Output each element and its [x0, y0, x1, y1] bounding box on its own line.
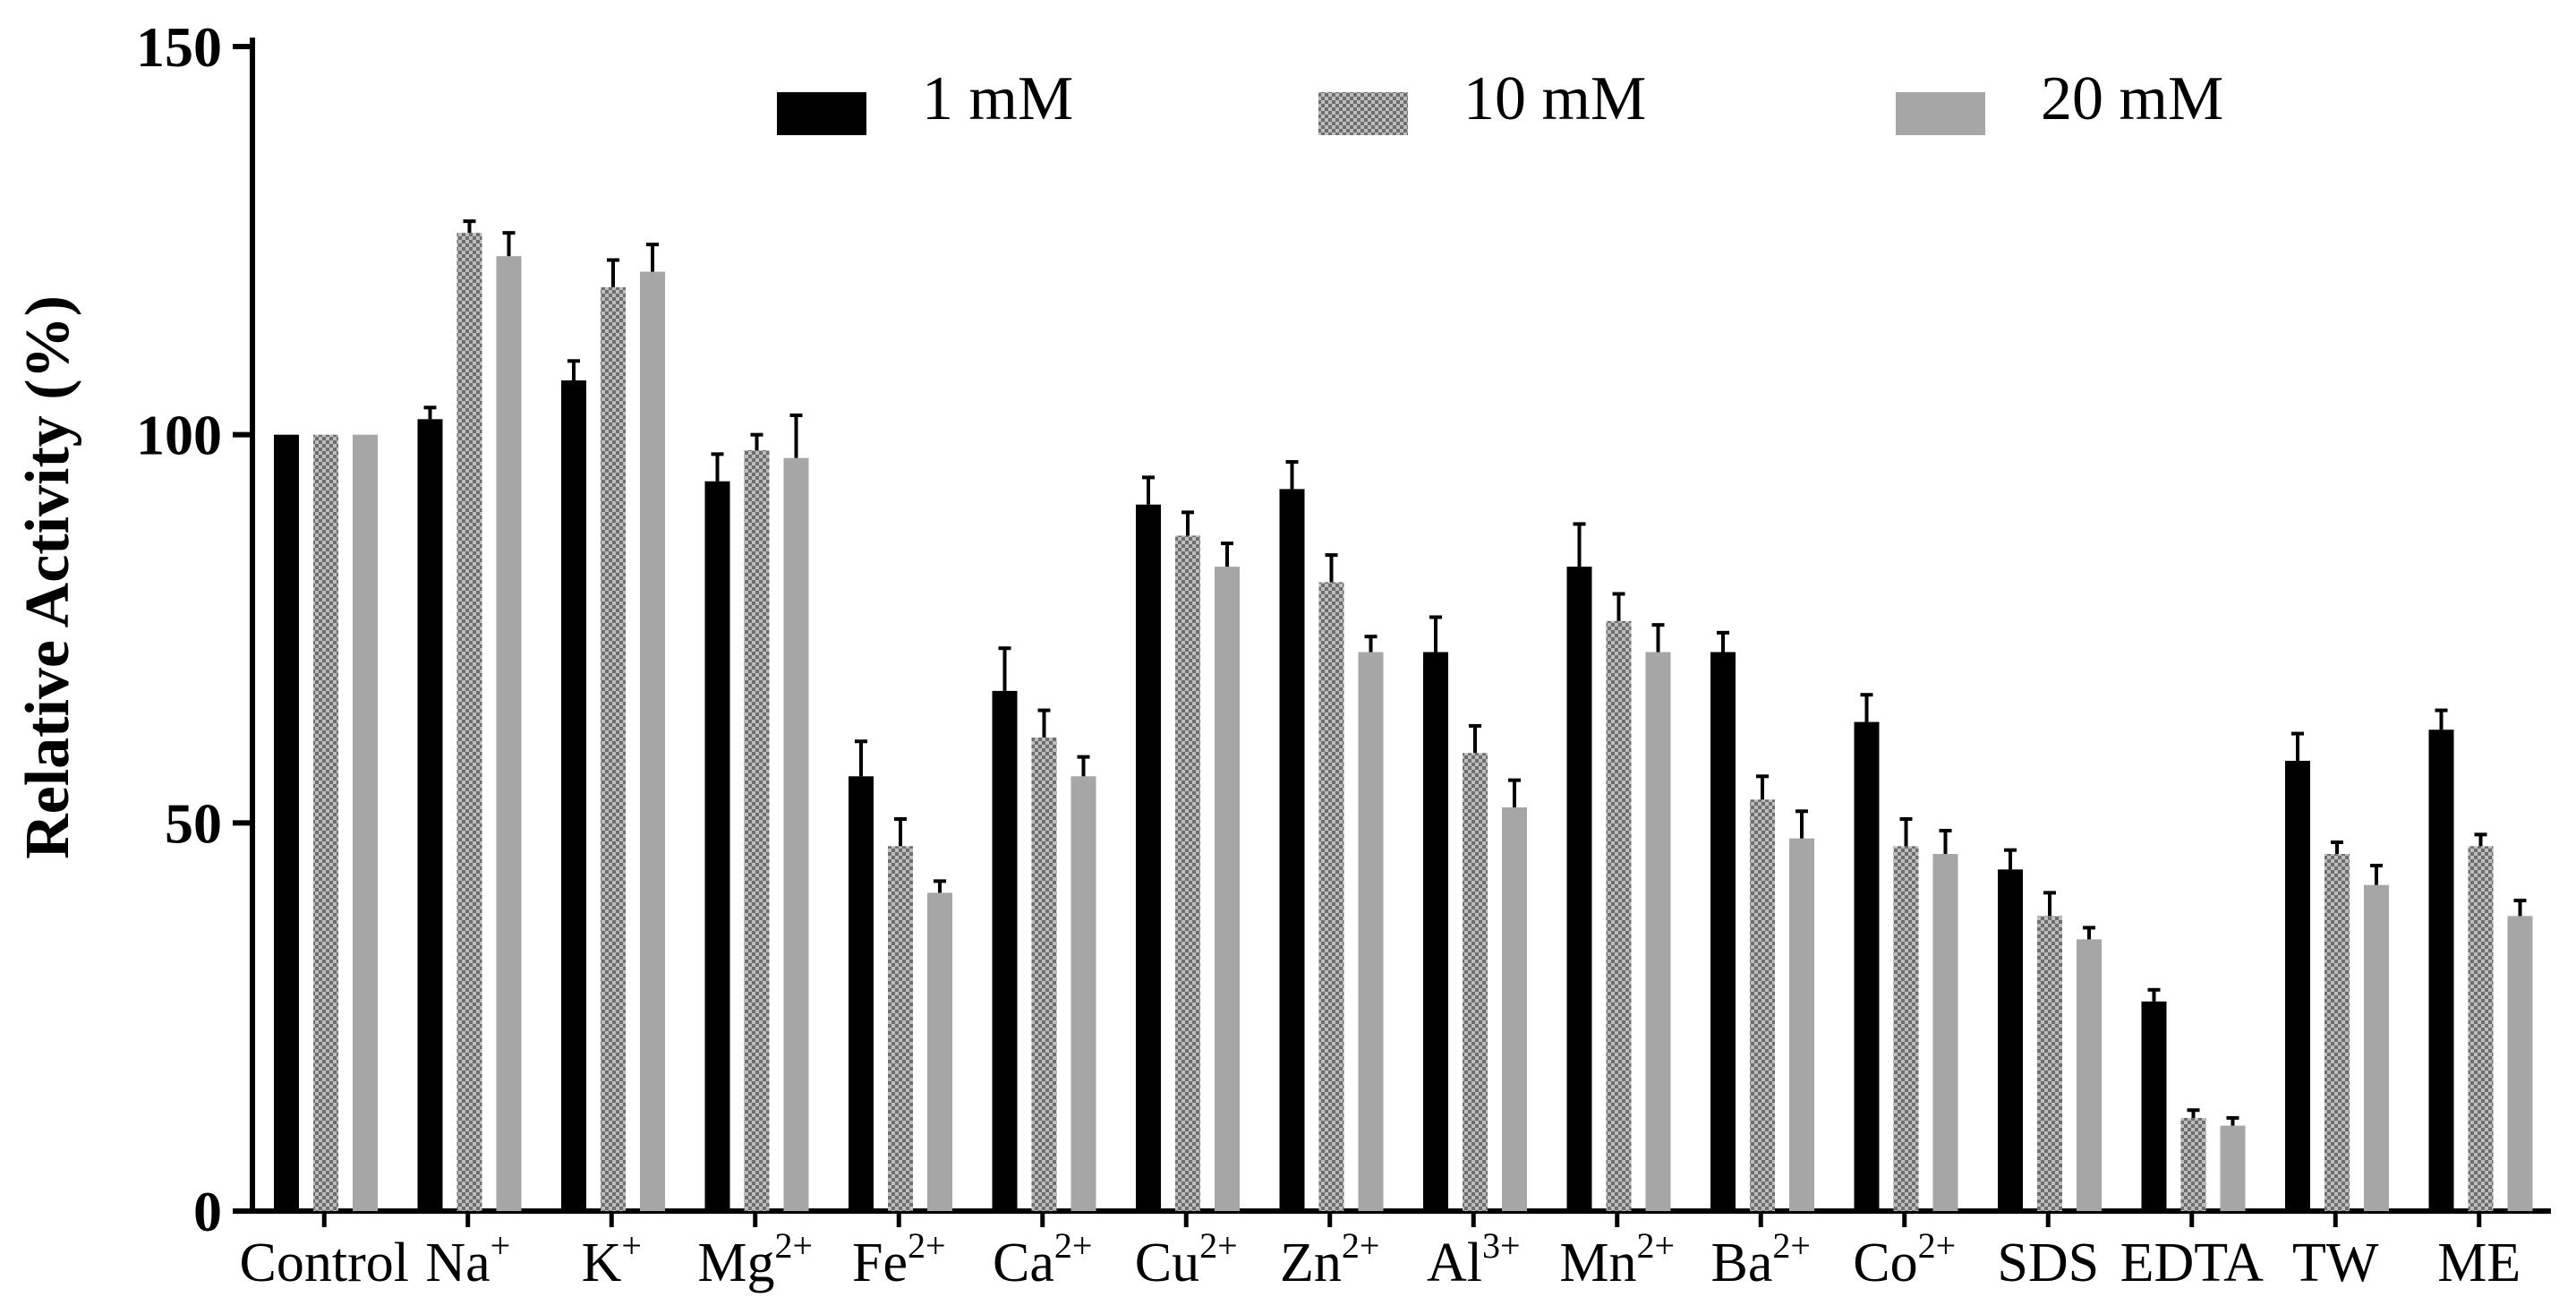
- bar-10-mm: [1318, 582, 1344, 1211]
- bar-1-mm: [274, 434, 299, 1212]
- x-tick-label: Cu2+: [1135, 1225, 1238, 1293]
- x-tick-label: Al3+: [1427, 1225, 1521, 1293]
- legend: 1 mM 10 mM 20 mM: [777, 64, 2223, 135]
- bar-1-mm: [561, 380, 586, 1211]
- bar-1-mm: [992, 690, 1018, 1211]
- x-tick-label: Ca2+: [993, 1225, 1092, 1293]
- bar-10-mm: [601, 286, 626, 1212]
- x-tick-label: K+: [582, 1225, 642, 1293]
- bar-10-mm: [1606, 620, 1632, 1211]
- x-tick-label: EDTA: [2120, 1233, 2265, 1293]
- bar-20-mm: [640, 271, 665, 1212]
- bar-20-mm: [353, 434, 378, 1212]
- x-tick-label: Na+: [425, 1225, 510, 1293]
- bar-10-mm: [2468, 846, 2494, 1211]
- bar-20-mm: [2507, 916, 2533, 1211]
- legend-swatch: [777, 92, 866, 135]
- bar-20-mm: [927, 892, 952, 1211]
- bar-20-mm: [2077, 939, 2102, 1211]
- bar-1-mm: [417, 419, 443, 1211]
- x-tick-label: Control: [240, 1233, 409, 1293]
- bar-10-mm: [1031, 737, 1057, 1211]
- bar-1-mm: [1279, 489, 1305, 1211]
- x-tick-label: SDS: [1997, 1233, 2099, 1293]
- bar-1-mm: [704, 481, 730, 1211]
- bar-10-mm: [1893, 846, 1919, 1211]
- bar-10-mm: [2037, 916, 2062, 1211]
- bar-1-mm: [2141, 1001, 2167, 1211]
- bar-1-mm: [1998, 869, 2023, 1211]
- x-tick-label: Mn2+: [1559, 1225, 1675, 1293]
- legend-swatch: [1896, 92, 1985, 135]
- bar-20-mm: [1502, 806, 1527, 1211]
- x-tick-label: Ba2+: [1711, 1225, 1811, 1293]
- bar-10-mm: [1175, 535, 1200, 1211]
- legend-swatch: [1318, 92, 1408, 135]
- bar-1-mm: [1710, 652, 1736, 1211]
- x-tick-label: ME: [2437, 1233, 2521, 1293]
- bar-1-mm: [1136, 504, 1161, 1211]
- bar-10-mm: [313, 434, 338, 1212]
- y-tick-label: 0: [193, 1180, 222, 1243]
- bar-20-mm: [2220, 1125, 2246, 1211]
- legend-label: 10 mM: [1463, 64, 1646, 133]
- legend-label: 1 mM: [922, 64, 1073, 133]
- bar-20-mm: [1645, 652, 1671, 1211]
- bar-1-mm: [1854, 721, 1880, 1211]
- bar-10-mm: [456, 233, 482, 1211]
- bar-20-mm: [1789, 838, 1814, 1211]
- bar-10-mm: [1750, 799, 1775, 1211]
- y-tick-label: 100: [136, 404, 222, 467]
- y-axis-title: Relative Activity (%): [13, 295, 82, 859]
- bar-20-mm: [1358, 652, 1384, 1211]
- bar-1-mm: [849, 776, 874, 1211]
- x-tick-label: TW: [2292, 1233, 2379, 1293]
- bar-10-mm: [1463, 753, 1488, 1211]
- bar-20-mm: [1932, 854, 1958, 1211]
- bar-10-mm: [888, 846, 913, 1211]
- bar-20-mm: [783, 457, 809, 1212]
- y-tick-label: 50: [165, 791, 222, 855]
- bar-10-mm: [2324, 854, 2350, 1211]
- bar-20-mm: [2364, 884, 2389, 1211]
- bar-10-mm: [744, 450, 770, 1212]
- x-tick-label: Co2+: [1853, 1225, 1956, 1293]
- bar-1-mm: [2428, 730, 2454, 1211]
- x-tick-label: Mg2+: [697, 1225, 813, 1293]
- bar-20-mm: [1215, 567, 1240, 1211]
- bar-1-mm: [1423, 652, 1448, 1211]
- plot-area: 0 50 100 150 Control Na+ K+ Mg2+ Fe2+ Ca2+ Cu2+ Zn2…: [136, 15, 2551, 1293]
- bar-1-mm: [2285, 760, 2310, 1211]
- x-tick-label: Fe2+: [852, 1225, 946, 1293]
- bar-10-mm: [2180, 1117, 2206, 1211]
- y-tick-label: 150: [136, 15, 222, 79]
- bar-20-mm: [1070, 776, 1096, 1211]
- bar-20-mm: [496, 256, 522, 1212]
- x-tick-label: Zn2+: [1280, 1225, 1379, 1293]
- bar-1-mm: [1566, 567, 1592, 1211]
- legend-label: 20 mM: [2041, 64, 2223, 133]
